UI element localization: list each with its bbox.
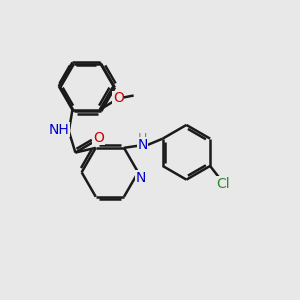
- Text: Cl: Cl: [217, 177, 230, 191]
- Text: NH: NH: [49, 123, 70, 137]
- Text: N: N: [135, 171, 146, 184]
- Text: N: N: [137, 138, 148, 152]
- Text: H: H: [138, 132, 147, 146]
- Text: O: O: [113, 92, 124, 106]
- Text: O: O: [93, 131, 104, 145]
